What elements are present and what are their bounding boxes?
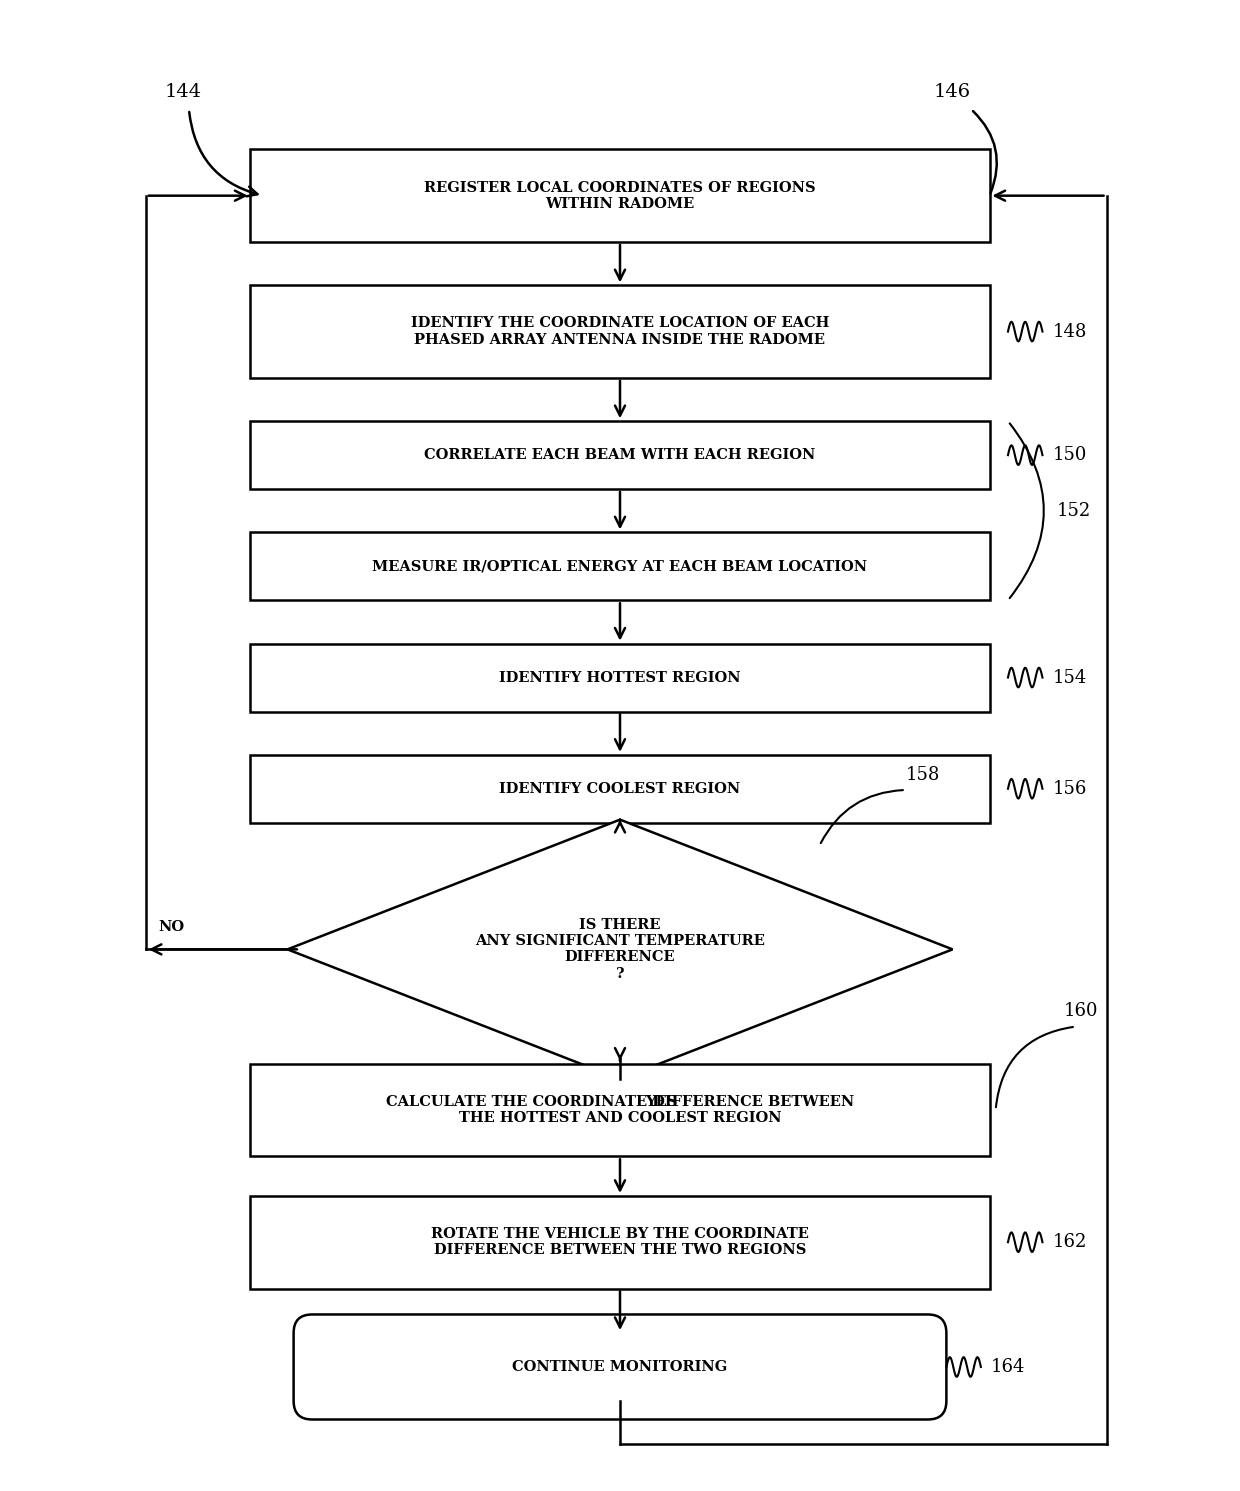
Bar [250, 149, 990, 242]
Text: CONTINUE MONITORING: CONTINUE MONITORING [512, 1360, 728, 1375]
Bar [250, 532, 990, 601]
Text: IDENTIFY HOTTEST REGION: IDENTIFY HOTTEST REGION [500, 671, 740, 684]
FancyBboxPatch shape [294, 1315, 946, 1419]
Text: 162: 162 [1053, 1233, 1086, 1251]
Text: YES: YES [645, 1096, 677, 1109]
Text: IDENTIFY COOLEST REGION: IDENTIFY COOLEST REGION [500, 781, 740, 796]
Text: ROTATE THE VEHICLE BY THE COORDINATE
DIFFERENCE BETWEEN THE TWO REGIONS: ROTATE THE VEHICLE BY THE COORDINATE DIF… [432, 1227, 808, 1257]
Bar [250, 1063, 990, 1157]
Bar [250, 285, 990, 377]
Text: 156: 156 [1053, 780, 1086, 798]
Text: CALCULATE THE COORDINATE DIFFERENCE BETWEEN
THE HOTTEST AND COOLEST REGION: CALCULATE THE COORDINATE DIFFERENCE BETW… [386, 1094, 854, 1126]
Text: 164: 164 [991, 1358, 1025, 1376]
Bar [250, 1196, 990, 1288]
Bar [250, 644, 990, 711]
Text: IS THERE
ANY SIGNIFICANT TEMPERATURE
DIFFERENCE
?: IS THERE ANY SIGNIFICANT TEMPERATURE DIF… [475, 918, 765, 981]
Text: REGISTER LOCAL COORDINATES OF REGIONS
WITHIN RADOME: REGISTER LOCAL COORDINATES OF REGIONS WI… [424, 180, 816, 210]
Text: NO: NO [159, 920, 185, 933]
Text: 152: 152 [1058, 502, 1091, 520]
Text: 154: 154 [1053, 668, 1086, 686]
Text: 158: 158 [905, 766, 940, 784]
Text: 160: 160 [1064, 1002, 1097, 1020]
Text: MEASURE IR/OPTICAL ENERGY AT EACH BEAM LOCATION: MEASURE IR/OPTICAL ENERGY AT EACH BEAM L… [372, 559, 868, 574]
Bar [250, 420, 990, 489]
Bar [250, 754, 990, 823]
Text: 148: 148 [1053, 322, 1086, 340]
Polygon shape [288, 820, 952, 1079]
Text: 150: 150 [1053, 446, 1086, 464]
Text: 146: 146 [934, 83, 971, 101]
Text: 144: 144 [164, 83, 201, 101]
Text: IDENTIFY THE COORDINATE LOCATION OF EACH
PHASED ARRAY ANTENNA INSIDE THE RADOME: IDENTIFY THE COORDINATE LOCATION OF EACH… [410, 316, 830, 347]
Text: CORRELATE EACH BEAM WITH EACH REGION: CORRELATE EACH BEAM WITH EACH REGION [424, 449, 816, 462]
